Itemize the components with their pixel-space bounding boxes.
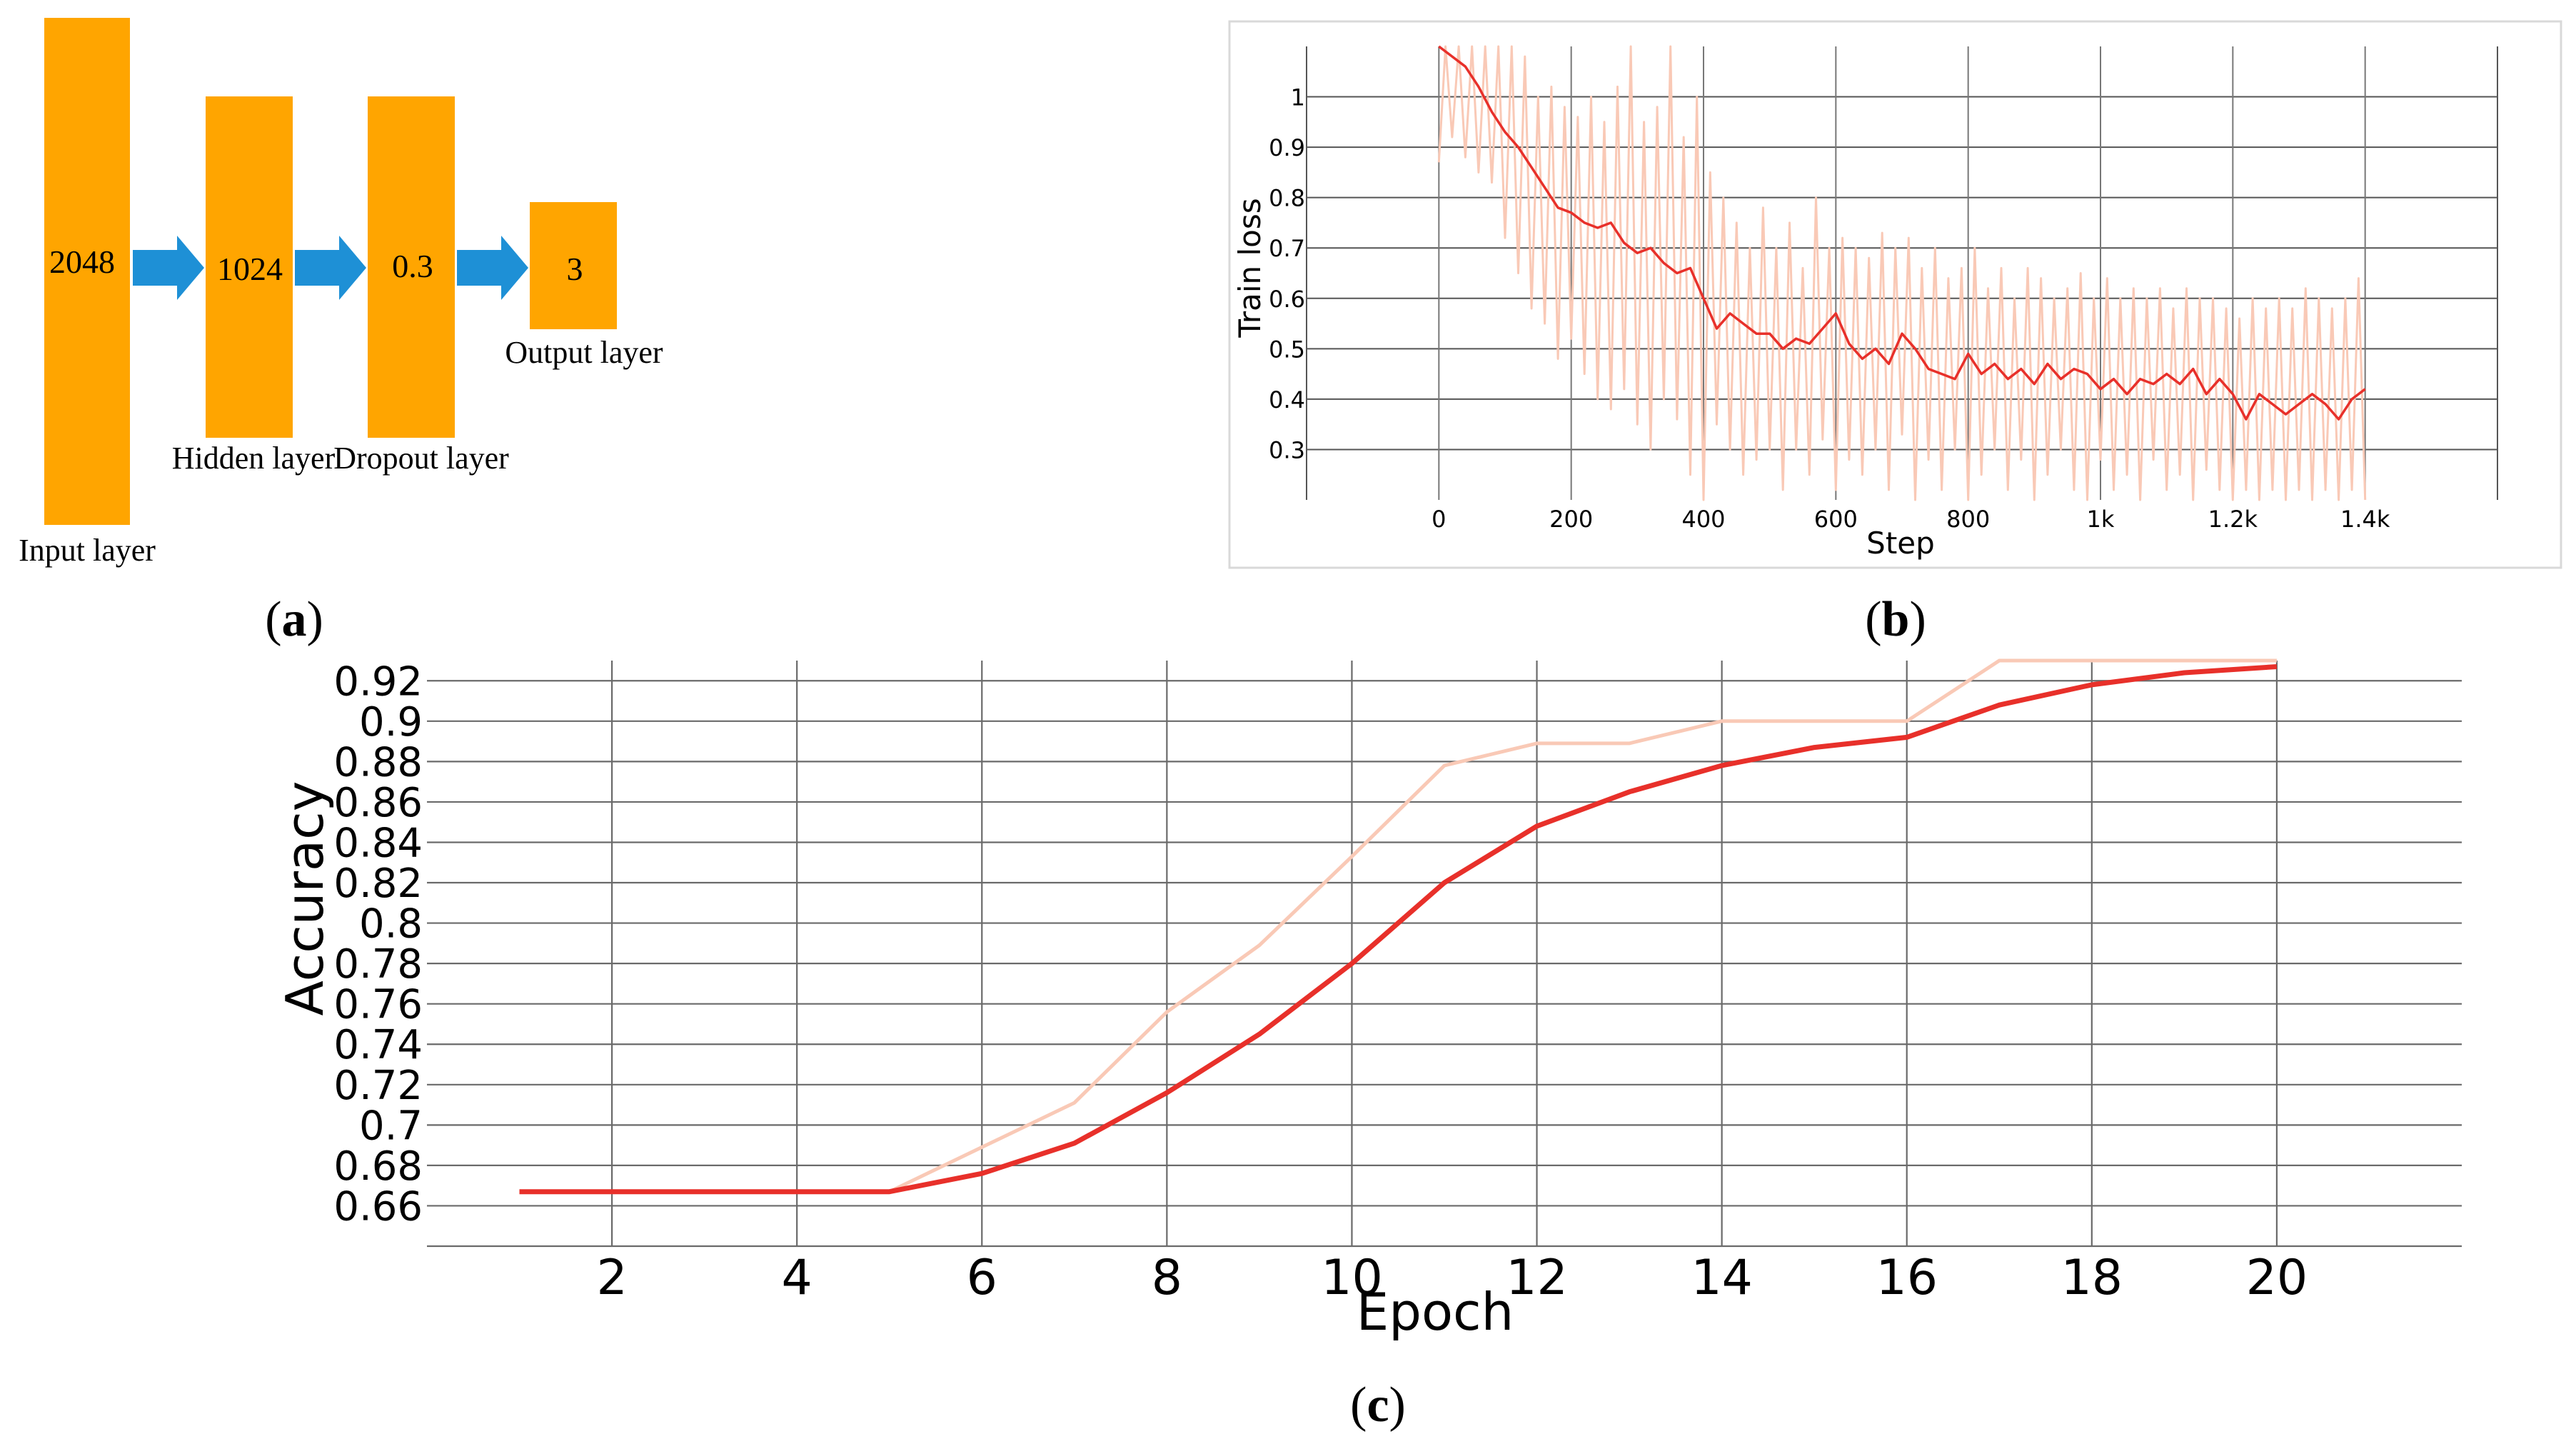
x-tick-label: 18 (2061, 1250, 2123, 1306)
y-tick-label: 0.84 (333, 820, 423, 866)
smoothed-series-line (519, 664, 2278, 1195)
x-tick-label: 4 (782, 1250, 812, 1306)
panel-c-x-axis-title: Epoch (1357, 1282, 1514, 1342)
panel-c-tick-labels: 0.660.680.70.720.740.760.780.80.820.840.… (333, 658, 2308, 1306)
x-tick-label: 8 (1152, 1250, 1182, 1306)
x-tick-label: 600 (1814, 506, 1858, 533)
y-tick-label: 0.9 (1269, 134, 1305, 161)
x-tick-label: 0 (1432, 506, 1446, 533)
hidden-layer-label: Hidden layer (172, 441, 336, 476)
panel-b-raw-series (1437, 45, 2367, 501)
panel-b-tick-labels: 0.3 0.4 0.5 0.6 0.7 0.8 0.9 1 0 200 400 600 800 1k 1.2… (1269, 84, 2390, 533)
panel-a-label: (a) (265, 592, 323, 647)
panel-b-x-axis-title: Step (1866, 526, 1935, 561)
panel-c-gridlines (427, 661, 2462, 1248)
panel-b-gridlines (1306, 46, 2498, 500)
panel-b-train-loss-chart: 0.3 0.4 0.5 0.6 0.7 0.8 0.9 1 0 200 400 600 800 1k 1.2… (1228, 20, 2562, 569)
arrow-icon (457, 236, 528, 300)
y-tick-label: 0.66 (333, 1183, 423, 1230)
x-tick-label: 200 (1549, 506, 1593, 533)
y-tick-label: 0.74 (333, 1022, 423, 1068)
input-layer-label: Input layer (19, 533, 156, 568)
x-tick-label: 400 (1681, 506, 1725, 533)
y-tick-label: 0.76 (333, 982, 423, 1028)
x-tick-label: 2 (596, 1250, 627, 1306)
y-tick-label: 0.7 (359, 1103, 423, 1149)
input-layer-value: 2048 (49, 244, 115, 280)
y-tick-label: 0.3 (1269, 436, 1305, 463)
panel-a-diagram: 2048 1024 0.3 3 Input layer Hidden layer… (19, 18, 663, 568)
y-tick-label: 0.6 (1269, 286, 1305, 313)
output-layer-block (530, 202, 617, 329)
y-tick-label: 0.8 (359, 901, 423, 948)
y-tick-label: 0.7 (1269, 235, 1305, 262)
dropout-layer-label: Dropout layer (333, 441, 509, 476)
panel-b-label: (b) (1865, 592, 1926, 647)
y-tick-label: 1 (1291, 84, 1305, 111)
y-tick-label: 0.9 (359, 699, 423, 746)
panel-c-smoothed-series (519, 664, 2278, 1195)
y-tick-label: 0.92 (333, 658, 423, 705)
x-tick-label: 12 (1506, 1250, 1568, 1306)
y-tick-label: 0.78 (333, 941, 423, 988)
raw-series-line (1437, 45, 2367, 501)
y-tick-label: 0.82 (333, 861, 423, 907)
x-tick-label: 20 (2246, 1250, 2308, 1306)
panel-b-frame (1228, 20, 2562, 569)
x-tick-label: 10 (1321, 1250, 1383, 1306)
panel-b-y-axis-title: Train loss (1232, 198, 1267, 338)
arrow-icon (133, 236, 204, 300)
output-layer-label: Output layer (505, 335, 663, 370)
y-tick-label: 0.88 (333, 739, 423, 786)
x-tick-label: 14 (1691, 1250, 1753, 1306)
y-tick-label: 0.86 (333, 780, 423, 826)
x-tick-label: 16 (1876, 1250, 1938, 1306)
arrow-icon (295, 236, 366, 300)
panel-c-accuracy-chart: 0.660.680.70.720.740.760.780.80.820.840.… (275, 658, 2462, 1342)
panel-b-smoothed-series (1438, 45, 2366, 421)
output-layer-value: 3 (567, 251, 583, 287)
x-tick-label: 6 (967, 1250, 997, 1306)
x-tick-label: 800 (1946, 506, 1990, 533)
y-tick-label: 0.5 (1269, 336, 1305, 363)
panel-c-label: (c) (1350, 1378, 1406, 1433)
hidden-layer-block (206, 96, 293, 438)
input-layer-block (44, 18, 130, 525)
dropout-layer-value: 0.3 (392, 248, 433, 284)
y-tick-label: 0.4 (1269, 386, 1305, 413)
smoothed-series-line (1438, 45, 2366, 421)
x-tick-label: 1k (2087, 506, 2115, 533)
hidden-layer-value: 1024 (217, 251, 283, 287)
dropout-layer-block (368, 96, 455, 438)
y-tick-label: 0.72 (333, 1063, 423, 1109)
panel-c-y-axis-title: Accuracy (275, 781, 335, 1016)
y-tick-label: 0.8 (1269, 185, 1305, 212)
x-tick-label: 1.2k (2208, 506, 2258, 533)
y-tick-label: 0.68 (333, 1143, 423, 1190)
x-tick-label: 1.4k (2340, 506, 2390, 533)
